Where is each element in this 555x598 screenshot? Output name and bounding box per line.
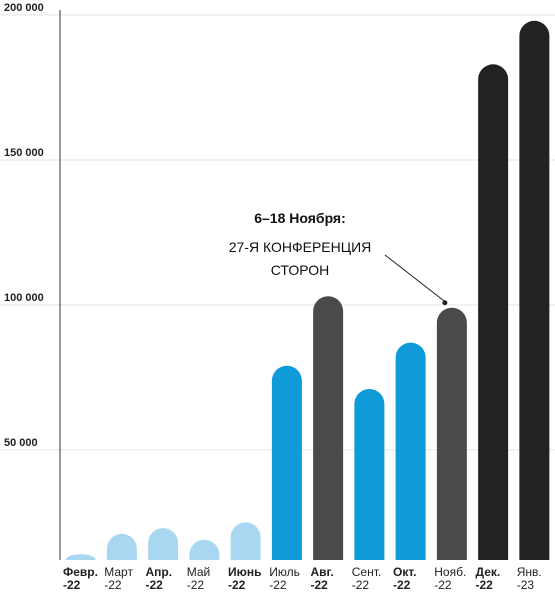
y-tick-labels: 50 000 100 000 150 000 200 000: [4, 2, 44, 449]
bar: [519, 20, 550, 561]
bar: [189, 539, 220, 560]
bar: [271, 365, 302, 560]
x-tick-label: Июль: [269, 565, 300, 579]
x-tick-label: Сент.: [352, 565, 381, 579]
annotation-leader-dot: [442, 300, 448, 306]
x-tick-label: -22: [311, 578, 329, 592]
bar: [106, 533, 137, 560]
x-tick-label: Янв.: [517, 565, 542, 579]
x-tick-label: Дек.: [476, 565, 501, 579]
bar: [354, 388, 385, 560]
y-tick-label: 200 000: [4, 2, 44, 14]
annotation-leader-line: [384, 254, 445, 302]
bar: [148, 528, 179, 560]
x-tick-label: -22: [146, 578, 164, 592]
y-tick-label: 150 000: [4, 147, 44, 159]
y-tick-label: 50 000: [4, 437, 38, 449]
x-tick-label: -22: [228, 578, 246, 592]
bar: [478, 64, 509, 560]
annotation-line-3: СТОРОН: [271, 262, 330, 278]
bars: [65, 20, 550, 561]
x-tick-label: Окт.: [393, 565, 417, 579]
x-tick-label: -22: [104, 578, 122, 592]
x-tick-label: Июнь: [228, 565, 262, 579]
x-tick-label: -22: [393, 578, 411, 592]
x-tick-label: Май: [187, 565, 211, 579]
x-tick-label: Март: [104, 565, 133, 579]
annotation-line-2: 27-Я КОНФЕРЕНЦИЯ: [229, 239, 372, 255]
bar: [65, 554, 96, 560]
x-tick-label: Апр.: [146, 565, 173, 579]
x-tick-label: -22: [269, 578, 287, 592]
x-tick-label: Февр.: [63, 565, 98, 579]
x-tick-label: -22: [434, 578, 452, 592]
bar: [230, 522, 261, 560]
bar: [436, 307, 467, 560]
x-tick-label: Нояб.: [434, 565, 466, 579]
x-tick-labels: Февр.-22Март-22Апр.-22Май-22Июнь-22Июль-…: [63, 565, 542, 592]
x-tick-label: -22: [63, 578, 81, 592]
x-tick-label: -23: [517, 578, 535, 592]
x-tick-label: -22: [352, 578, 370, 592]
bar: [395, 342, 426, 560]
bar: [313, 296, 344, 560]
annotation: 6–18 Ноября: 27-Я КОНФЕРЕНЦИЯ СТОРОН: [229, 210, 448, 306]
annotation-line-1: 6–18 Ноября:: [254, 210, 346, 226]
x-tick-label: -22: [187, 578, 205, 592]
x-tick-label: Авг.: [311, 565, 334, 579]
y-tick-label: 100 000: [4, 292, 44, 304]
x-tick-label: -22: [476, 578, 494, 592]
